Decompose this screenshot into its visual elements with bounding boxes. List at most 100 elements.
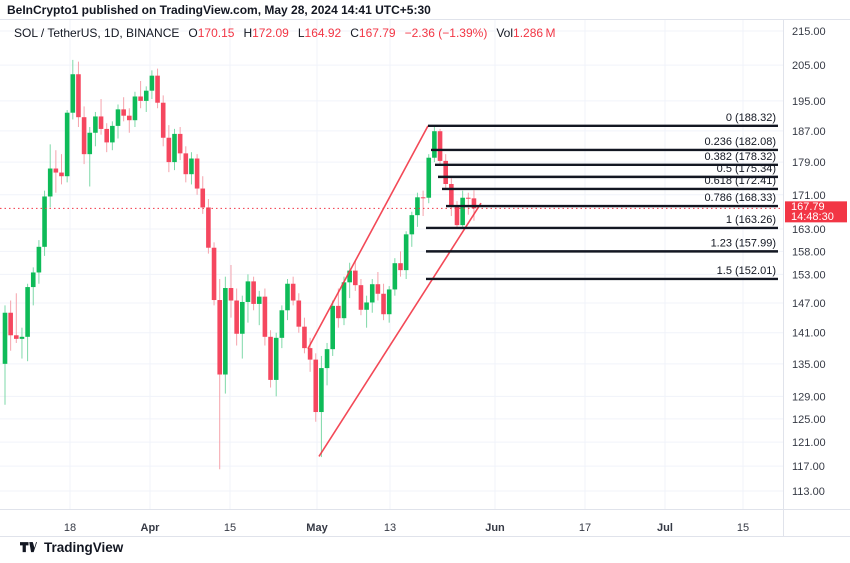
y-axis-tick-label: 195.00 <box>792 96 826 108</box>
candle-body <box>47 168 53 197</box>
candle-body <box>386 289 392 315</box>
candle-body <box>87 132 93 155</box>
candle-body <box>194 158 200 189</box>
price-change: −2.36 (−1.39%) <box>404 26 488 40</box>
x-axis-tick-label: Apr <box>141 522 161 534</box>
candle-body <box>403 234 409 271</box>
time-scale[interactable] <box>0 510 850 536</box>
fib-level-label: 0.382 (178.32) <box>704 151 776 163</box>
y-axis-tick-label: 125.00 <box>792 414 826 426</box>
candle-body <box>302 326 307 349</box>
candle-body <box>42 196 47 247</box>
candle-body <box>268 336 273 380</box>
candle-body <box>30 272 36 288</box>
tradingview-logo-icon <box>20 542 37 553</box>
candle-body <box>234 300 239 334</box>
candle-body <box>324 349 330 369</box>
fib-level-label: 1.23 (157.99) <box>711 237 776 249</box>
symbol-info-bar: SOL / TetherUS, 1D, BINANCE O170.15 H172… <box>14 26 555 40</box>
trendline[interactable] <box>307 125 429 350</box>
x-axis-tick-label: 13 <box>384 522 396 534</box>
fib-level-label: 1 (163.26) <box>726 214 776 226</box>
fib-level-label: 0.236 (182.08) <box>704 136 776 148</box>
candle-body <box>443 160 448 185</box>
candle-body <box>273 337 279 380</box>
candle-body <box>104 128 109 143</box>
candle-body <box>206 207 211 248</box>
fib-level-label: 0 (188.32) <box>726 112 776 124</box>
candle-body <box>160 102 166 138</box>
candle-body <box>392 263 398 290</box>
candle-body <box>290 283 296 301</box>
candle-body <box>121 109 126 116</box>
candle-body <box>353 270 358 286</box>
y-axis-tick-label: 163.00 <box>792 224 826 236</box>
candle-body <box>189 158 194 175</box>
y-axis-tick-label: 117.00 <box>792 461 825 473</box>
ohlc-high: H172.09 <box>243 26 289 40</box>
candle-body <box>364 302 369 310</box>
tradingview-attribution[interactable]: TradingView <box>20 540 123 555</box>
candle-body <box>53 168 59 173</box>
x-axis-tick-label: 18 <box>64 522 76 534</box>
candle-body <box>415 197 420 216</box>
x-axis-tick-label: Jul <box>657 522 673 534</box>
candle-body <box>432 131 437 158</box>
y-axis-tick-label: 147.00 <box>792 298 826 310</box>
candle-body <box>211 247 217 301</box>
candle-body <box>59 172 64 177</box>
candle-body <box>110 125 115 143</box>
candle-body <box>262 296 268 337</box>
candle-body <box>426 157 432 198</box>
candle-body <box>471 198 477 209</box>
candle-body <box>183 153 189 175</box>
candle-body <box>155 75 160 103</box>
price-scale[interactable] <box>784 19 850 509</box>
candle-body <box>296 300 302 327</box>
candle-body <box>336 305 341 319</box>
candle-body <box>14 335 19 339</box>
ohlc-open: O170.15 <box>188 26 235 40</box>
candle-body <box>2 312 8 364</box>
chart-canvas[interactable] <box>0 19 783 509</box>
candle-body <box>132 96 138 121</box>
symbol-title: SOL / TetherUS, 1D, BINANCE <box>14 26 180 40</box>
candle-body <box>437 131 443 161</box>
candle-body <box>375 284 381 294</box>
candle-body <box>347 270 352 283</box>
y-axis-tick-label: 129.00 <box>792 391 826 403</box>
candle-body <box>381 293 386 315</box>
y-axis-tick-label: 215.00 <box>792 26 826 38</box>
candle-body <box>115 109 121 126</box>
candle-body <box>200 188 206 208</box>
candle-body <box>240 301 245 334</box>
fib-level-label: 1.5 (152.01) <box>717 265 776 277</box>
candle-body <box>398 263 403 271</box>
candle-body <box>149 75 155 91</box>
ohlc-low: L164.92 <box>297 26 342 40</box>
candle-body <box>64 112 70 177</box>
candle-body <box>341 282 347 319</box>
y-axis-tick-label: 135.00 <box>792 359 826 371</box>
candle-body <box>127 115 132 121</box>
candle-body <box>449 184 454 207</box>
trendline[interactable] <box>318 202 482 457</box>
candle-body <box>93 116 98 133</box>
y-axis-tick-label: 158.00 <box>792 246 826 258</box>
candle-body <box>19 336 25 339</box>
candle-body <box>143 90 149 101</box>
candle-body <box>138 96 143 101</box>
candle-body <box>36 246 42 273</box>
candle-body <box>81 117 87 155</box>
candle-body <box>177 133 183 154</box>
candle-body <box>285 283 290 311</box>
tradingview-logo-text: TradingView <box>44 540 124 555</box>
current-price-badge-price: 167.79 <box>791 201 825 213</box>
candle-body <box>223 288 228 375</box>
candle-body <box>228 288 234 301</box>
y-axis-tick-label: 179.00 <box>792 157 826 169</box>
candle-body <box>245 281 251 302</box>
candle-body <box>466 197 471 199</box>
fib-level-label: 0.618 (172.41) <box>704 175 776 187</box>
